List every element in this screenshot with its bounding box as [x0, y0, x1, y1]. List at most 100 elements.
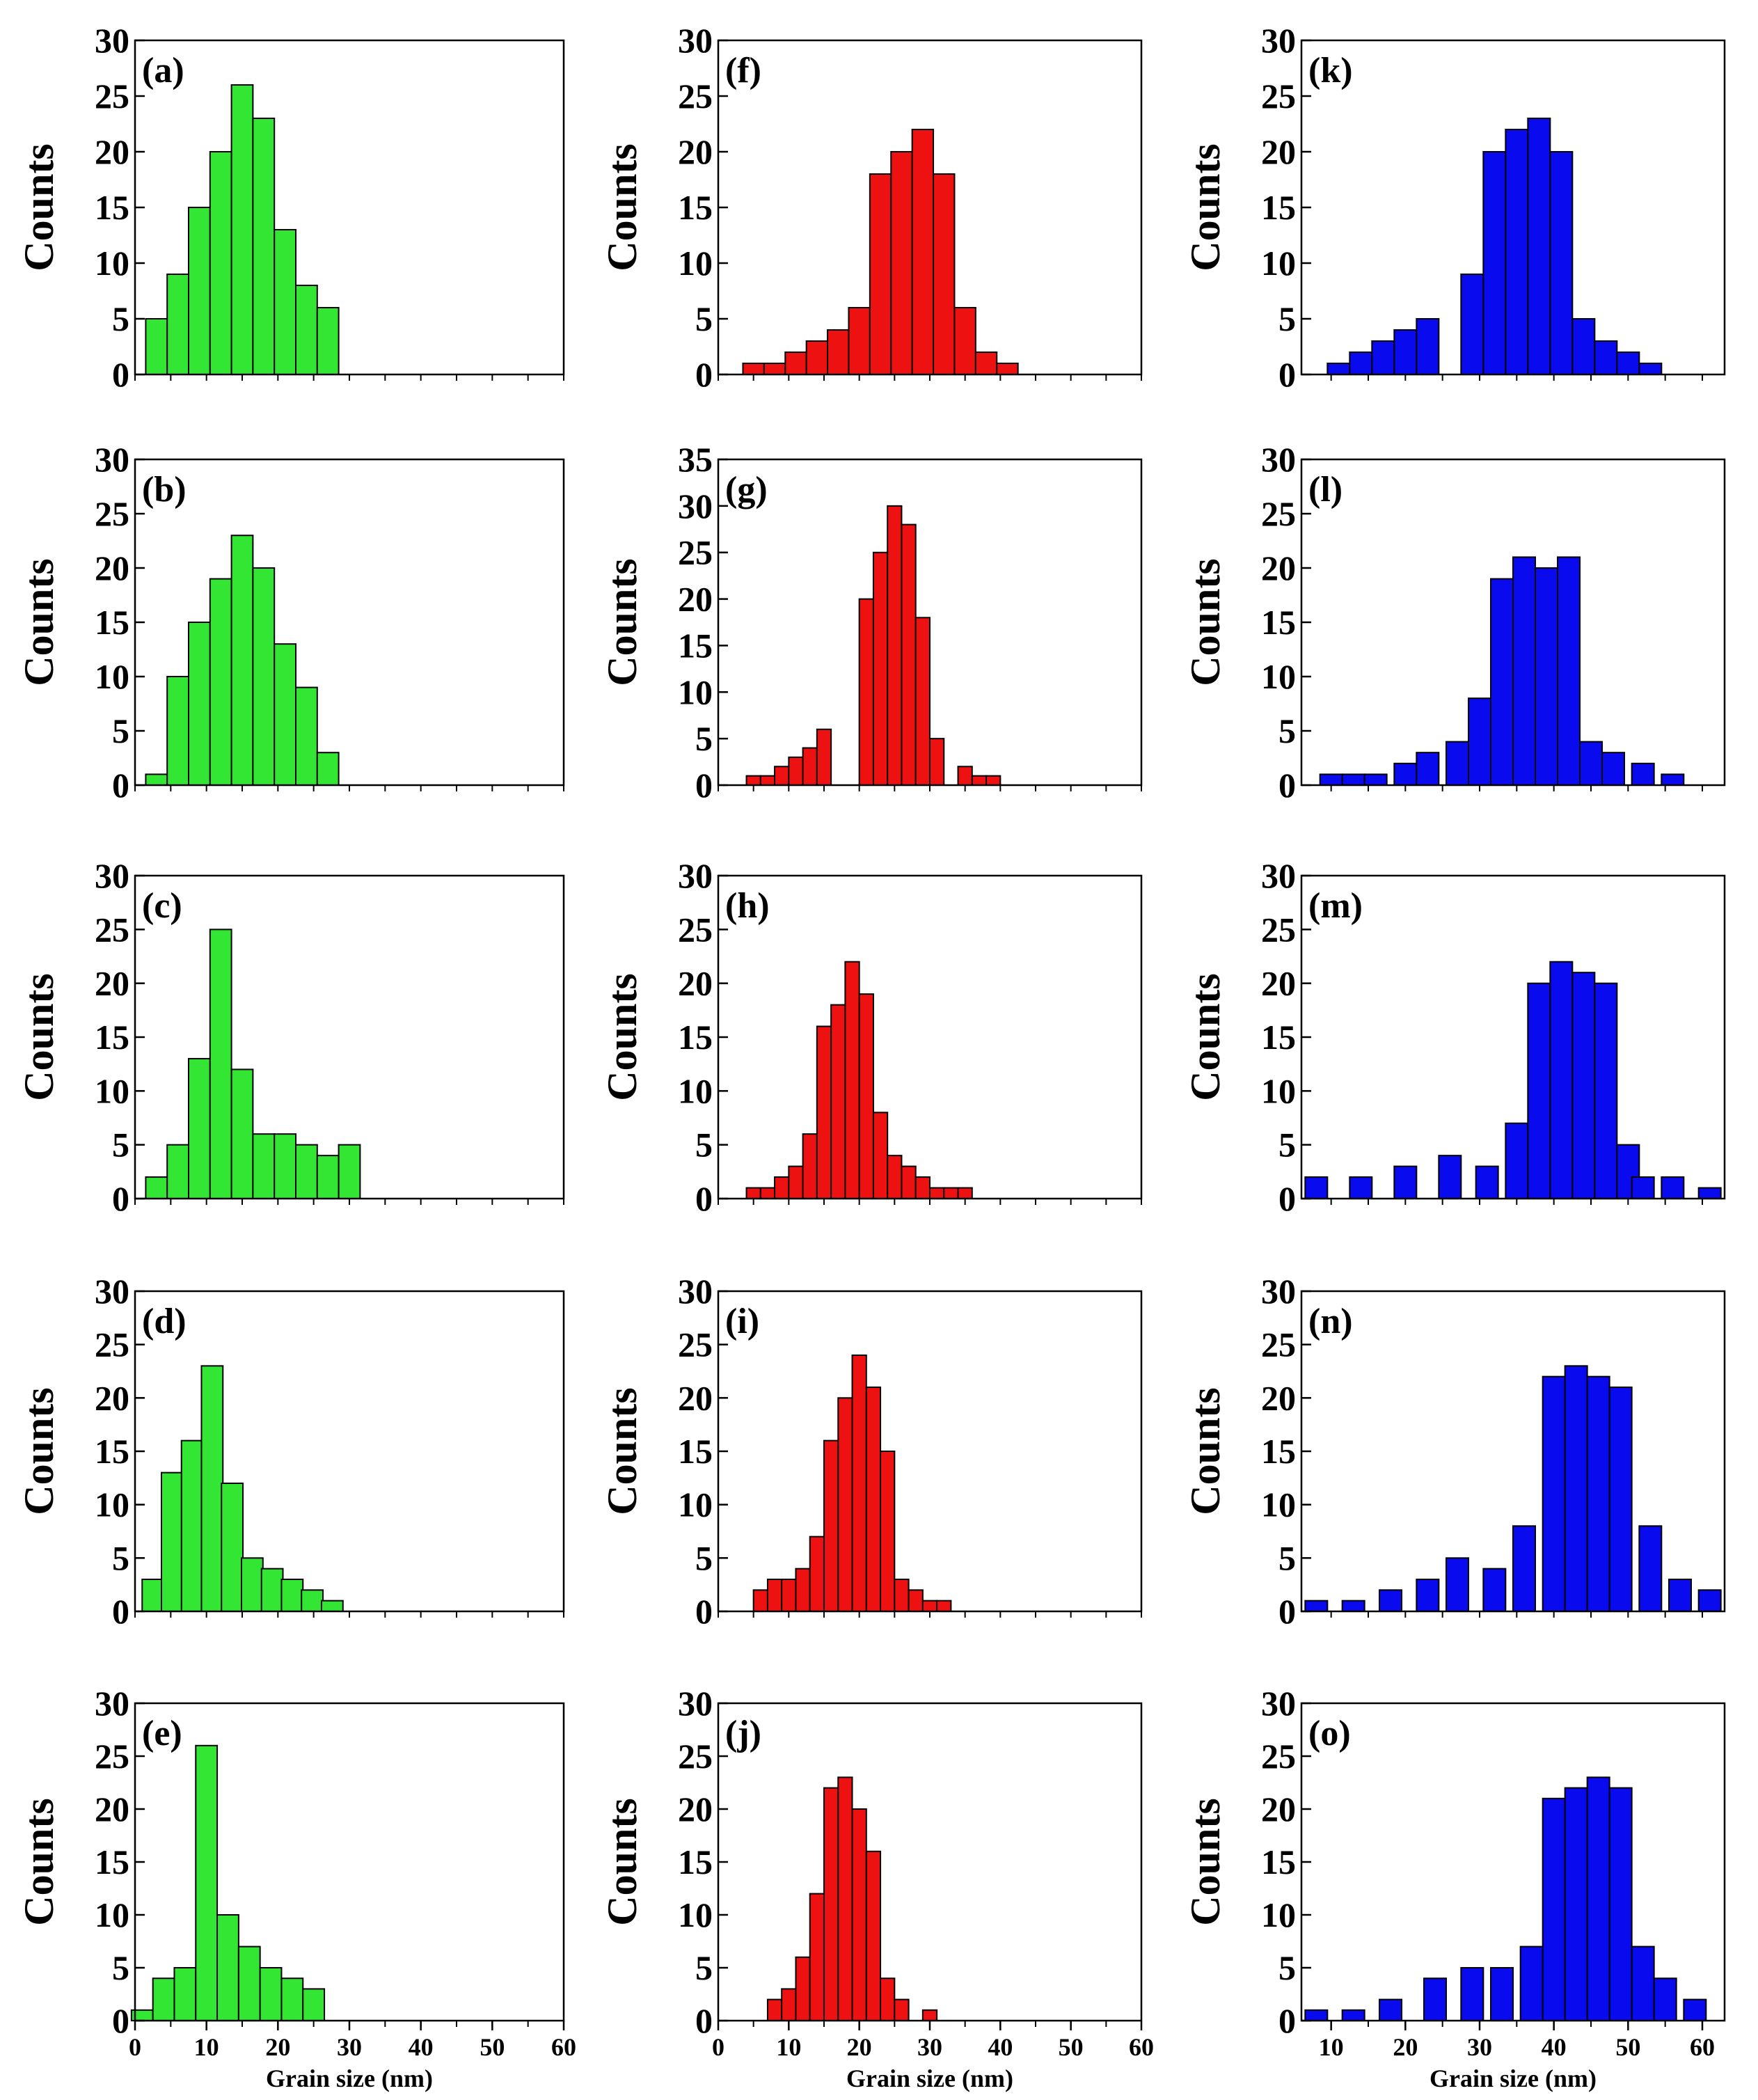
y-tick-label-c-6: 30 [95, 856, 129, 895]
bar-m-7 [1549, 961, 1574, 1199]
bar-j-3 [809, 1893, 825, 2022]
y-tick-label-l-2: 10 [1261, 657, 1296, 696]
bar-d-6 [260, 1568, 284, 1613]
y-tick-label-g-6: 30 [678, 487, 713, 526]
panel-label-o: (o) [1308, 1714, 1351, 1753]
bar-k-13 [1616, 352, 1640, 375]
panel-label-k: (k) [1308, 51, 1353, 90]
y-tick-label-k-3: 15 [1261, 188, 1296, 227]
histogram-panel-b: 0 5 10 15 20 25 30 (b) Counts [16, 440, 565, 805]
bar-d-5 [240, 1557, 264, 1612]
bar-f-12 [996, 363, 1019, 375]
bar-i-7 [851, 1355, 867, 1612]
y-tick-label-g-1: 5 [695, 719, 713, 758]
y-tick-label-h-6: 30 [678, 856, 713, 895]
bar-o-0 [1304, 2009, 1329, 2022]
bar-k-6 [1460, 274, 1484, 375]
y-tick-label-e-5: 25 [95, 1737, 129, 1776]
histogram-panel-d: 0 5 10 15 20 25 30 (d) Counts [16, 1272, 565, 1631]
y-tick-label-f-1: 5 [695, 299, 713, 338]
bar-i-8 [865, 1387, 882, 1612]
y-tick-label-k-6: 30 [1261, 21, 1296, 60]
y-tick-label-n-6: 30 [1261, 1272, 1296, 1311]
bar-b-0 [145, 773, 168, 787]
plot-frame-h [717, 874, 1143, 1200]
bar-k-9 [1527, 118, 1551, 375]
y-tick-label-e-2: 10 [95, 1895, 129, 1934]
y-axis-label-e: Counts [16, 1798, 62, 1925]
bar-h-11 [901, 1165, 917, 1199]
bar-f-9 [933, 173, 956, 375]
bar-a-1 [166, 274, 189, 375]
bar-i-10 [894, 1579, 910, 1612]
bar-h-6 [830, 1004, 846, 1199]
bar-h-1 [759, 1187, 776, 1199]
bar-i-1 [766, 1579, 783, 1612]
bar-h-0 [745, 1187, 761, 1199]
x-tick-label-e-0: 0 [129, 2033, 141, 2061]
bar-d-7 [280, 1579, 304, 1612]
bar-a-0 [145, 318, 168, 375]
bar-j-4 [823, 1787, 839, 2022]
bar-f-4 [827, 329, 850, 375]
y-tick-label-k-1: 5 [1278, 299, 1296, 338]
bar-a-8 [316, 307, 340, 375]
y-tick-label-j-3: 15 [678, 1842, 713, 1881]
y-tick-label-m-2: 10 [1261, 1071, 1296, 1110]
y-tick-label-h-4: 20 [678, 964, 713, 1003]
bar-g-13 [971, 775, 988, 786]
bar-g-12 [957, 766, 973, 787]
bar-o-3 [1423, 1977, 1447, 2021]
y-tick-label-f-0: 0 [695, 355, 713, 394]
bar-k-3 [1393, 329, 1418, 375]
bar-a-7 [295, 285, 318, 375]
y-tick-label-g-5: 25 [678, 533, 713, 572]
bar-n-3 [1416, 1579, 1440, 1612]
bar-o-8 [1564, 1787, 1588, 2022]
bar-o-7 [1542, 1797, 1566, 2022]
y-tick-label-n-0: 0 [1278, 1592, 1296, 1631]
y-tick-label-n-5: 25 [1261, 1325, 1296, 1364]
bar-k-4 [1416, 318, 1440, 375]
bar-g-9 [901, 523, 917, 786]
x-tick-label-j-4: 40 [988, 2033, 1013, 2061]
bar-l-14 [1661, 773, 1685, 787]
bar-j-6 [851, 1808, 867, 2021]
bar-c-0 [145, 1176, 168, 1199]
y-tick-label-i-3: 15 [678, 1432, 713, 1471]
bar-l-6 [1468, 697, 1491, 787]
bar-f-7 [890, 151, 913, 375]
y-tick-label-e-0: 0 [112, 2001, 129, 2040]
y-tick-label-n-3: 15 [1261, 1432, 1296, 1471]
y-tick-label-o-1: 5 [1278, 1948, 1296, 1987]
y-tick-label-n-1: 5 [1278, 1538, 1296, 1577]
histogram-panel-i: 0 5 10 15 20 25 30 (i) Counts [599, 1272, 1143, 1631]
y-tick-label-b-0: 0 [112, 766, 129, 805]
bar-i-11 [908, 1589, 924, 1612]
bar-c-6 [274, 1133, 297, 1199]
y-tick-label-g-0: 0 [695, 766, 713, 805]
bar-n-6 [1512, 1525, 1536, 1612]
histogram-panel-e: 0 5 10 15 20 25 30 0 10 20 30 40 50 60 (e) Counts Grain … [16, 1684, 576, 2092]
bar-k-14 [1638, 363, 1663, 375]
y-axis-label-h: Counts [599, 973, 645, 1100]
bar-h-14 [943, 1187, 959, 1199]
bar-j-7 [865, 1850, 882, 2022]
y-tick-label-g-3: 15 [678, 626, 713, 665]
y-tick-label-e-3: 15 [95, 1842, 129, 1881]
bar-f-11 [974, 352, 998, 375]
y-tick-label-k-5: 25 [1261, 77, 1296, 116]
y-tick-label-f-5: 25 [678, 77, 713, 116]
bar-h-12 [914, 1176, 931, 1199]
bar-n-2 [1379, 1589, 1402, 1612]
bar-c-4 [230, 1068, 254, 1200]
y-tick-label-d-1: 5 [112, 1538, 129, 1577]
bar-j-11 [921, 2009, 938, 2022]
bar-c-2 [188, 1057, 211, 1200]
y-tick-label-o-0: 0 [1278, 2001, 1296, 2040]
bar-d-0 [141, 1579, 165, 1612]
bar-c-1 [166, 1144, 189, 1199]
y-tick-label-f-2: 10 [678, 244, 713, 283]
bar-m-3 [1438, 1155, 1462, 1199]
